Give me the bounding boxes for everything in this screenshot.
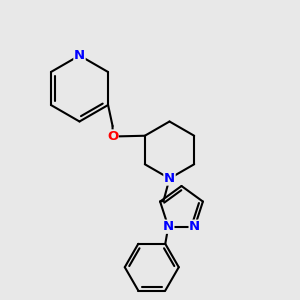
Text: N: N [74, 49, 85, 62]
Text: N: N [163, 220, 174, 233]
Text: N: N [189, 220, 200, 233]
Text: O: O [107, 130, 118, 143]
Text: N: N [164, 172, 175, 185]
